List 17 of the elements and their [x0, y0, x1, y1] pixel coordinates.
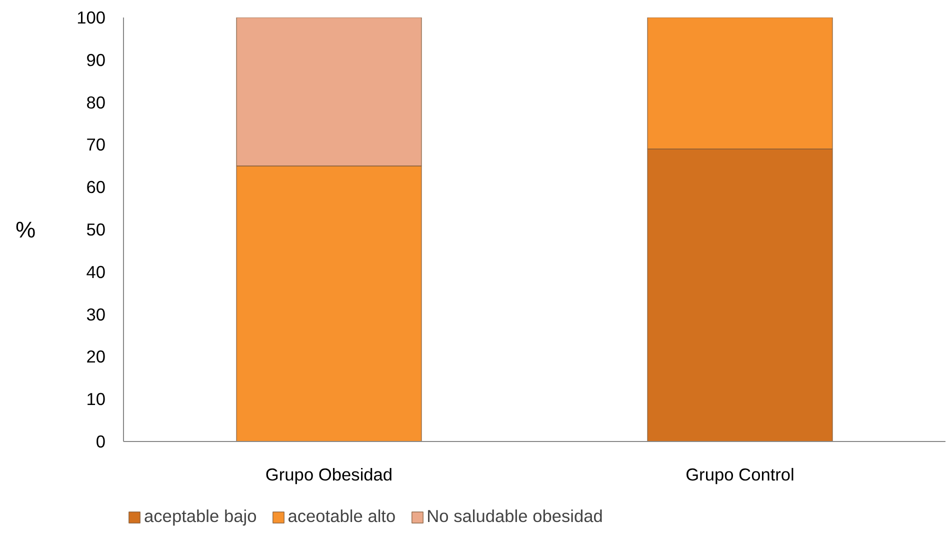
y-axis-title: % [15, 216, 36, 242]
y-tick-label: 60 [86, 177, 106, 198]
y-tick-label: 70 [86, 134, 106, 155]
y-tick-label: 10 [86, 389, 106, 410]
x-tick-label: Grupo Obesidad [265, 464, 393, 484]
y-tick-label: 30 [86, 304, 106, 324]
y-tick-label: 50 [86, 220, 106, 240]
y-tick-label: 100 [76, 8, 106, 28]
legend-label: No saludable obesidad [426, 506, 603, 527]
legend-label: aceotable alto [288, 506, 396, 527]
y-tick-label: 80 [86, 92, 106, 112]
y-tick-label: 40 [86, 262, 106, 282]
y-tick-label: 20 [86, 346, 106, 367]
y-tick-label: 0 [96, 432, 106, 452]
legend-label: aceptable bajo [144, 506, 257, 527]
x-tick-label: Grupo Control [686, 464, 794, 484]
y-tick-label: 90 [86, 50, 106, 70]
